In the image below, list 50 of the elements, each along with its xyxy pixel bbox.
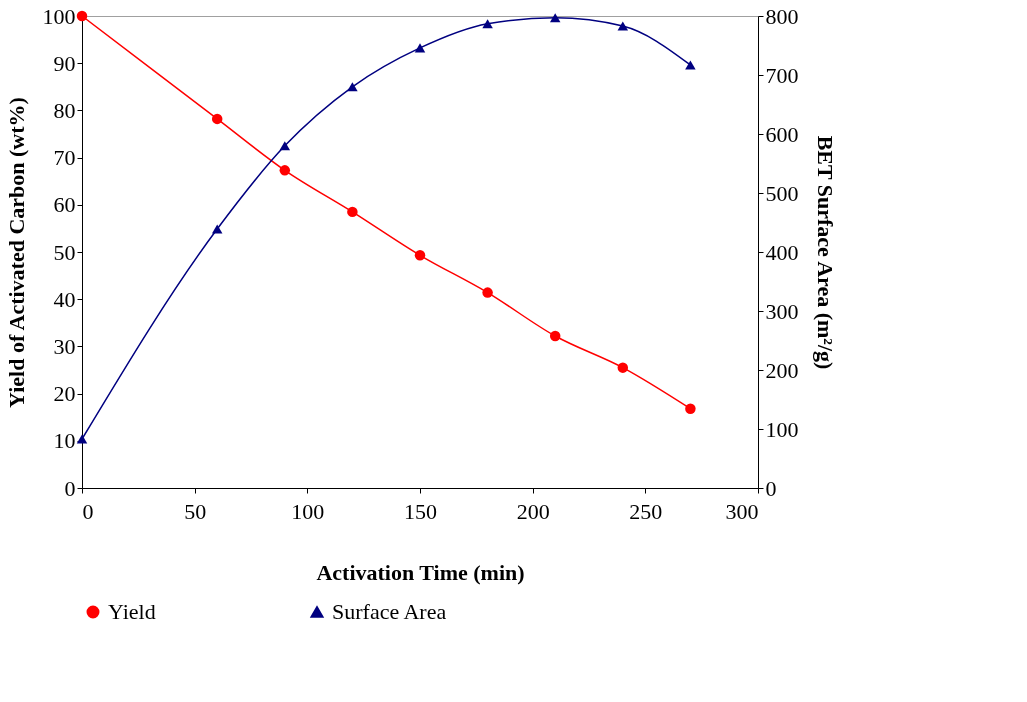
y-tick-label: 10	[53, 428, 76, 454]
legend-label: Surface Area	[332, 599, 447, 624]
y2-tick-label: 200	[765, 357, 799, 383]
y2-tick-label: 800	[765, 3, 799, 29]
y2-tick-label: 500	[765, 180, 799, 206]
x-tick-label: 100	[291, 498, 325, 524]
y-tick-label: 40	[53, 286, 76, 312]
y-tick-label: 100	[42, 3, 76, 29]
y-tick-label: 60	[53, 192, 76, 218]
y-tick-label: 30	[53, 333, 76, 359]
x-tick-label: 200	[516, 498, 550, 524]
point	[279, 141, 291, 151]
y2-tick-label: 700	[765, 62, 799, 88]
y2-axis-title: BET Surface Area (m²/g)	[812, 135, 838, 370]
point	[76, 434, 88, 444]
point	[617, 21, 629, 31]
point	[211, 113, 223, 125]
point	[76, 10, 88, 22]
y2-tick-label: 600	[765, 121, 799, 147]
x-tick-label: 50	[184, 498, 207, 524]
x-tick-label: 0	[82, 498, 94, 524]
point	[347, 206, 358, 218]
y-axis-title: Yield of Activated Carbon (wt%)	[3, 97, 29, 408]
y-tick-label: 50	[53, 239, 76, 265]
point	[549, 13, 561, 23]
point	[685, 403, 696, 414]
y2-tick-label: 400	[765, 239, 799, 265]
point	[549, 330, 561, 342]
legend-label: Yield	[108, 599, 156, 624]
point	[482, 287, 493, 298]
x-tick-label: 300	[725, 498, 759, 524]
point	[414, 250, 426, 261]
y-tick-label: 80	[53, 97, 76, 123]
y2-tick-label: 300	[765, 298, 799, 324]
point	[617, 362, 629, 373]
y2-tick-label: 100	[765, 416, 799, 442]
x-axis-title: Activation Time (min)	[316, 559, 525, 585]
point	[685, 60, 696, 70]
y-tick-label: 70	[53, 145, 76, 171]
y2-tick-label: 0	[765, 475, 777, 501]
y-tick-label: 90	[53, 50, 76, 76]
point	[482, 19, 493, 29]
x-tick-label: 250	[629, 498, 663, 524]
point	[414, 43, 426, 53]
y-tick-label: 0	[64, 475, 76, 501]
point	[347, 82, 358, 92]
point	[211, 224, 223, 234]
x-tick-label: 150	[404, 498, 437, 524]
point	[279, 165, 291, 176]
y-tick-label: 20	[53, 381, 76, 407]
